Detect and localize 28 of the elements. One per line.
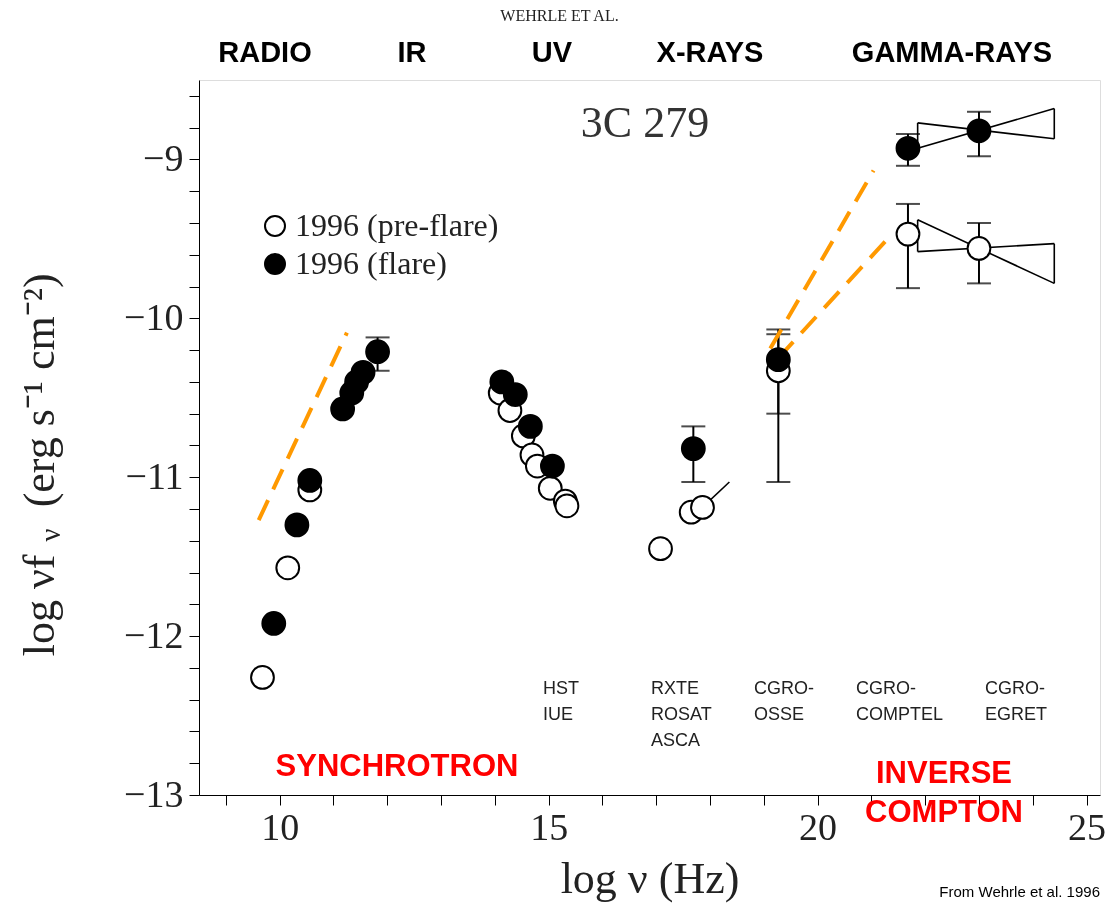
annotation: CGRO- OSSE bbox=[754, 678, 814, 725]
y-tick-label: −11 bbox=[125, 454, 184, 497]
text: IR bbox=[397, 36, 427, 68]
annotation: 3C 279 bbox=[580, 98, 710, 147]
text: GAMMA-RAYS bbox=[851, 36, 1053, 68]
annotation: CGRO- COMPTEL bbox=[856, 678, 944, 725]
text: X-RAYS bbox=[656, 36, 764, 68]
x-axis-title: log ν (Hz) bbox=[560, 853, 740, 903]
annotation: CGRO- EGRET bbox=[985, 678, 1048, 725]
annotation: SYNCHROTRON bbox=[275, 748, 519, 783]
annotation: HST IUE bbox=[543, 678, 579, 725]
text: UV bbox=[531, 36, 573, 68]
annotation: RXTE ROSAT ASCA bbox=[651, 678, 712, 751]
x-tick-label: 25 bbox=[1068, 805, 1107, 848]
chart-title: WEHRLE ET AL. bbox=[500, 7, 619, 24]
y-tick-label: −12 bbox=[124, 613, 184, 656]
y-tick-label: −10 bbox=[124, 295, 184, 338]
y-tick-label: −9 bbox=[143, 136, 184, 179]
y-tick-label: −13 bbox=[124, 772, 184, 815]
x-tick-label: 20 bbox=[799, 805, 838, 848]
text: From Wehrle et al. 1996 bbox=[939, 883, 1100, 900]
x-tick-label: 10 bbox=[261, 805, 300, 848]
text: RADIO bbox=[218, 36, 312, 68]
annotation: INVERSE COMPTON bbox=[865, 755, 1023, 829]
y-axis-title: log νfν (erg s⁻¹ cm⁻²) bbox=[15, 273, 66, 657]
legend-label: 1996 (flare) bbox=[295, 245, 447, 281]
legend-label: 1996 (pre-flare) bbox=[295, 207, 499, 243]
x-tick-label: 15 bbox=[530, 805, 569, 848]
